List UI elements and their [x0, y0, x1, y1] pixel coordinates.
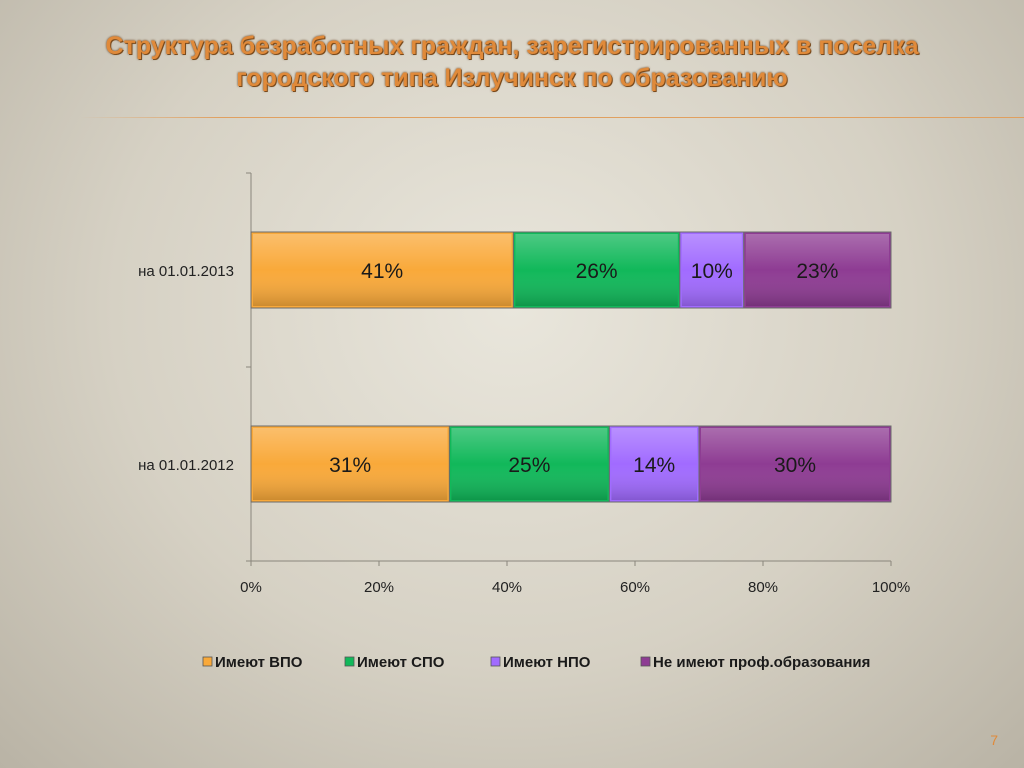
data-label: 41% [361, 260, 403, 283]
category-label: на 01.01.2012 [138, 457, 234, 474]
legend-label: Имеют НПО [503, 654, 591, 671]
slide-title-line-2: городского типа Излучинск по образованию [236, 64, 788, 92]
bar-segment-shading [611, 428, 697, 500]
data-label: 14% [633, 454, 675, 477]
slide-title: Структура безработных граждан, зарегистр… [0, 30, 1024, 94]
data-label: 23% [796, 260, 838, 283]
x-tick-label: 80% [748, 579, 778, 596]
x-tick-label: 20% [364, 579, 394, 596]
data-label: 30% [774, 454, 816, 477]
data-label: 31% [329, 454, 371, 477]
legend-swatch [640, 656, 651, 667]
x-tick-label: 0% [240, 579, 262, 596]
category-label: на 01.01.2013 [138, 263, 234, 280]
legend-swatch [344, 656, 355, 667]
bar-segment-shading [745, 234, 889, 306]
data-label: 26% [576, 260, 618, 283]
bar-segment-shading [515, 234, 678, 306]
x-tick-label: 100% [872, 579, 910, 596]
slide-title-line-1: Структура безработных граждан, зарегистр… [105, 32, 919, 60]
x-tick-label: 60% [620, 579, 650, 596]
bar-segment-shading [681, 234, 742, 306]
legend-label: Имеют СПО [357, 654, 445, 671]
bar-segment-shading [451, 428, 608, 500]
legend-swatch [490, 656, 501, 667]
bar-segment-shading [253, 428, 448, 500]
legend-label: Не имеют проф.образования [653, 654, 870, 671]
legend-label: Имеют ВПО [215, 654, 303, 671]
slide-number: 7 [990, 732, 998, 748]
legend-swatch [202, 656, 213, 667]
bar-segment-shading [701, 428, 889, 500]
x-tick-label: 40% [492, 579, 522, 596]
data-label: 10% [691, 260, 733, 283]
data-label: 25% [508, 454, 550, 477]
bar-segment-shading [253, 234, 512, 306]
title-divider [80, 117, 1024, 118]
